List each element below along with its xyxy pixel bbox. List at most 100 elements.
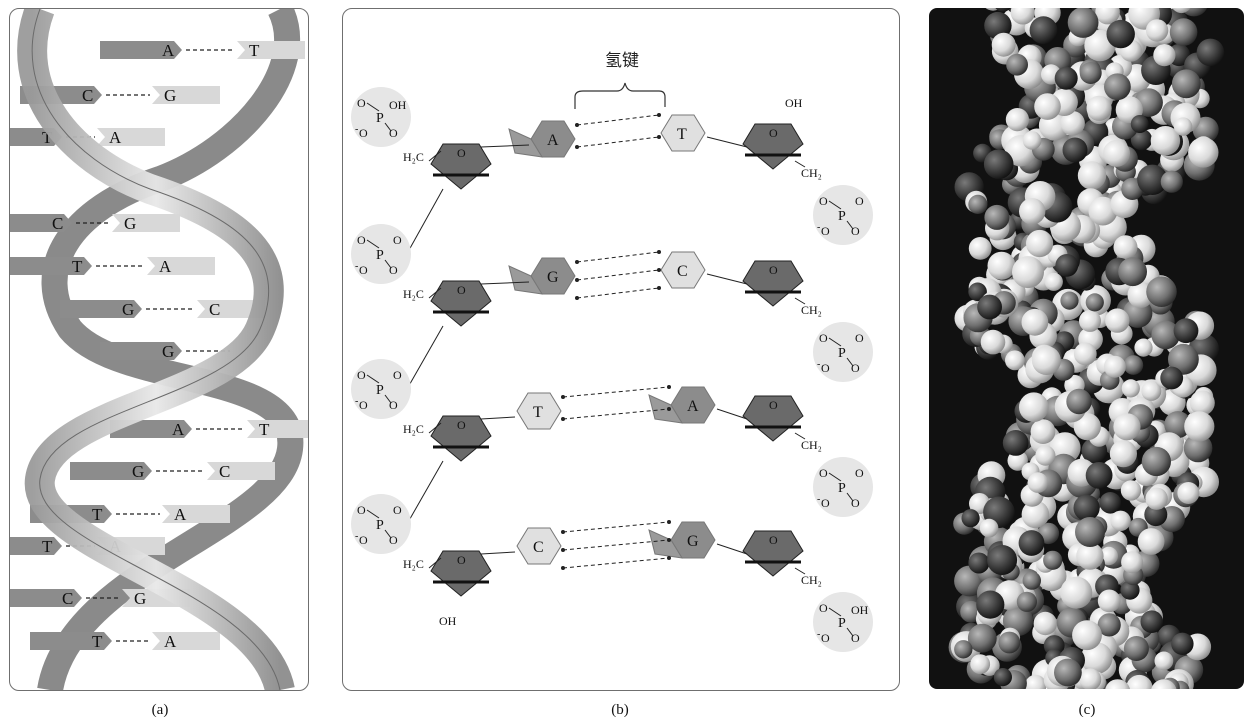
atom-sphere [1060, 576, 1093, 609]
atom-sphere [1189, 390, 1215, 416]
svg-text:P: P [376, 383, 384, 398]
helix-ribbon-svg: A TC GT AC GT AG CGA TG CT AT AC GT A [10, 9, 308, 690]
atom-sphere [1031, 346, 1061, 375]
base-right-label: T [249, 41, 260, 60]
atom-sphere [1141, 380, 1162, 401]
atom-sphere [1085, 462, 1113, 489]
atom-sphere [1168, 343, 1199, 375]
atom-sphere [1120, 580, 1140, 600]
base-left-bar [10, 537, 54, 555]
oh-top-right: OH [785, 96, 803, 110]
atom-sphere [1141, 446, 1171, 477]
svg-text:-: - [355, 396, 358, 407]
atom-sphere [1123, 636, 1149, 661]
atom-sphere [1123, 355, 1144, 375]
atom-sphere [1160, 366, 1184, 390]
svg-text:O: O [819, 601, 828, 615]
atom-sphere [1104, 73, 1131, 101]
hydrogen-bond [562, 557, 670, 569]
svg-text:-: - [817, 494, 820, 505]
atom-sphere [1072, 620, 1102, 651]
oh-bottom-left: OH [439, 614, 457, 628]
atom-sphere [1171, 69, 1201, 99]
atom-sphere [1043, 550, 1063, 570]
atom-sphere [1172, 8, 1191, 14]
svg-text:P: P [376, 248, 384, 263]
svg-text:O: O [357, 503, 366, 517]
svg-text:O: O [357, 233, 366, 247]
svg-text:O: O [769, 533, 778, 547]
atom-sphere [1105, 679, 1130, 689]
svg-text:O: O [821, 496, 830, 510]
panel-c-space-filling-model [929, 8, 1244, 689]
atom-sphere [1021, 308, 1049, 336]
atom-sphere [1073, 413, 1101, 441]
svg-text:O: O [359, 398, 368, 412]
atom-sphere [1022, 571, 1041, 590]
base-right-label: G [164, 86, 176, 105]
atom-sphere [968, 237, 992, 260]
atom-sphere [1097, 589, 1121, 613]
base-left-bar [10, 214, 64, 232]
atom-sphere [1079, 668, 1102, 689]
base-left-label: G [122, 300, 134, 319]
svg-text:O: O [359, 126, 368, 140]
h2c-label: H₂C [403, 422, 424, 436]
hydrogen-bond-bracket [574, 82, 666, 109]
base-right-label: C [219, 462, 230, 481]
atom-sphere [1085, 293, 1104, 312]
phosphate-right: PO O O OH - [813, 592, 873, 652]
svg-text:P: P [376, 111, 384, 126]
svg-text:O: O [821, 631, 830, 645]
atom-sphere [1062, 137, 1088, 163]
svg-text:O: O [393, 368, 402, 382]
atom-sphere [1095, 8, 1120, 25]
atom-sphere [1055, 254, 1079, 277]
atom-sphere [1080, 642, 1113, 674]
helix-strand-back [37, 9, 304, 690]
atom-sphere [1010, 8, 1035, 25]
atom-sphere [1151, 679, 1177, 689]
atom-sphere [1021, 500, 1050, 529]
atom-sphere [1007, 450, 1028, 471]
svg-text:O: O [855, 194, 864, 208]
atom-sphere [1029, 16, 1058, 45]
base-left-label: C [82, 86, 93, 105]
panel-b-chemical-structure: 氢键 P O O O OH - H₂C O A T O CH₂ P O O O O - P O O O O - H₂C O G C O C… [342, 8, 900, 691]
atom-sphere [1054, 66, 1078, 90]
base-left-bar [60, 300, 134, 318]
base-right-label: G [134, 589, 146, 608]
svg-text:T: T [677, 126, 687, 143]
atom-sphere [987, 545, 1018, 575]
base-right: T [660, 114, 706, 152]
atom-sphere [1005, 350, 1025, 371]
svg-text:T: T [533, 404, 543, 421]
base-left-bar [30, 632, 104, 650]
atom-sphere [1016, 591, 1037, 612]
svg-text:O: O [457, 553, 466, 567]
ch2-label: CH₂ [801, 166, 822, 180]
atom-sphere [1171, 632, 1194, 655]
atom-sphere [1099, 492, 1122, 514]
atom-sphere [1026, 229, 1054, 258]
sugar-left: O [430, 143, 492, 190]
hydrogen-bond [576, 114, 660, 126]
svg-text:O: O [855, 466, 864, 480]
svg-text:O: O [457, 283, 466, 297]
base-left-bar [100, 41, 174, 59]
svg-text:O: O [821, 224, 830, 238]
base-left-label: T [42, 128, 53, 147]
atom-sphere [1126, 674, 1153, 689]
atom-sphere [1130, 115, 1149, 133]
svg-text:O: O [851, 631, 860, 645]
caption-b: (b) [611, 702, 629, 718]
atom-sphere [967, 623, 997, 653]
atom-sphere [1035, 445, 1056, 466]
